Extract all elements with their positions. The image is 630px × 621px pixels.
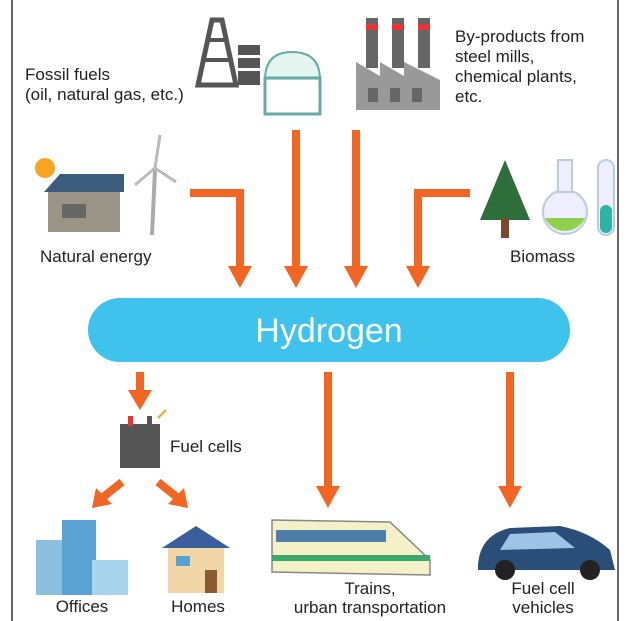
vehicles-label: Fuel cell: [511, 579, 574, 598]
byproducts-label: etc.: [455, 87, 482, 106]
fuel-cells-label: Fuel cells: [170, 437, 242, 456]
train-icon: [271, 519, 431, 576]
trains-label: Trains,: [344, 579, 395, 598]
biomass-icon: [480, 159, 615, 238]
center-label: Hydrogen: [255, 312, 402, 350]
output-arrows: [92, 372, 522, 508]
fuel-cell-icon: [120, 409, 167, 468]
hydrogen-pill: [88, 298, 570, 362]
factory-icon: [356, 18, 440, 110]
car-icon: [478, 526, 615, 580]
byproducts-label: By-products from: [455, 27, 584, 46]
byproducts-label: steel mills,: [455, 47, 534, 66]
fossil-label: (oil, natural gas, etc.): [25, 85, 184, 104]
fossil-label: Fossil fuels: [25, 65, 110, 84]
homes-icon: [162, 526, 230, 593]
trains-label: urban transportation: [294, 598, 446, 617]
input-arrows: [190, 130, 470, 288]
biomass-label: Biomass: [510, 247, 575, 266]
natural-label: Natural energy: [40, 247, 152, 266]
natural-energy-icon: [35, 134, 177, 236]
vehicles-label: vehicles: [512, 598, 573, 617]
homes-label: Homes: [171, 597, 225, 616]
fossil-icon: [194, 17, 322, 116]
byproducts-label: chemical plants,: [455, 67, 577, 86]
offices-label: Offices: [56, 597, 109, 616]
offices-icon: [36, 520, 128, 595]
